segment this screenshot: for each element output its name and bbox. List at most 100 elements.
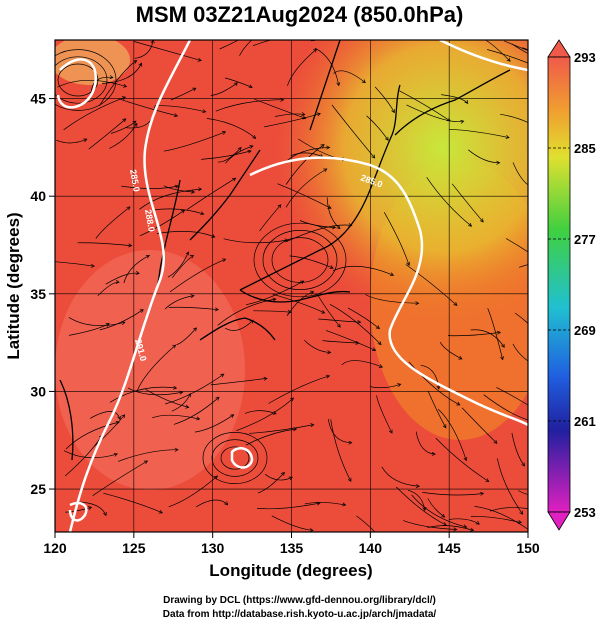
streamline [500, 113, 528, 123]
streamline [408, 361, 460, 406]
streamline [171, 393, 191, 412]
streamline [153, 208, 204, 215]
streamline [206, 118, 256, 139]
streamline-arrowhead [213, 475, 218, 480]
streamline-arrowhead [220, 373, 225, 378]
credit-drawing: Drawing by DCL (https://www.gfd-dennou.o… [163, 595, 436, 606]
streamline [504, 40, 528, 51]
streamline [134, 40, 154, 59]
x-axis-label: Longitude (degrees) [209, 561, 372, 580]
streamline [287, 48, 317, 86]
streamline-arrowhead [371, 347, 377, 351]
streamline [99, 309, 144, 331]
streamline-arrowhead [521, 462, 526, 467]
streamline-arrowhead [348, 440, 353, 445]
circulation-streamline [220, 446, 250, 470]
streamline-arrowhead [463, 457, 468, 462]
streamline-arrowhead [323, 168, 328, 173]
streamline-arrowhead [398, 563, 401, 567]
streamline [169, 258, 226, 293]
streamline-arrowhead [230, 414, 235, 418]
streamline-arrowhead [202, 109, 207, 114]
streamline-arrowhead [122, 118, 127, 123]
streamline [225, 145, 254, 164]
streamline [56, 138, 87, 144]
streamline [217, 298, 276, 326]
x-tick-label: 130 [201, 540, 225, 556]
streamline-arrowhead [192, 87, 197, 92]
streamline [219, 40, 240, 50]
circulation-streamline [253, 222, 347, 298]
streamline [186, 177, 236, 210]
streamline-arrowhead [529, 122, 533, 125]
streamline-arrowhead [460, 119, 465, 124]
streamline [109, 386, 177, 403]
streamline-arrowhead [441, 513, 446, 518]
streamline-arrowhead [500, 356, 504, 361]
x-tick-label: 120 [43, 540, 67, 556]
streamline-arrowhead [309, 528, 314, 532]
streamline [318, 318, 361, 323]
streamline [259, 204, 282, 232]
streamline-arrowhead [300, 280, 305, 285]
streamline [249, 424, 314, 434]
streamline-arrowhead [139, 309, 144, 313]
colorbar-top-arrow [547, 39, 571, 58]
streamline [168, 475, 218, 508]
streamline [369, 383, 401, 389]
streamline-arrowhead [233, 82, 238, 87]
streamline [506, 238, 528, 253]
colorbar-bottom-arrow [547, 511, 571, 531]
streamline [95, 206, 131, 239]
streamline [168, 306, 219, 311]
circulation-streamline [57, 63, 99, 97]
chart-title: MSM 03Z21Aug2024 (850.0hPa) [135, 2, 464, 27]
colorbar-tick-label: 269 [574, 323, 596, 338]
streamline-arrowhead [173, 113, 179, 118]
contour-label: 288.0 [143, 209, 157, 233]
streamline-arrowhead [332, 225, 337, 230]
streamline-arrowhead [174, 447, 179, 452]
streamline-arrowhead [310, 423, 315, 428]
streamline-arrowhead [453, 527, 458, 532]
y-tick-label: 30 [30, 383, 46, 399]
y-tick-label: 25 [30, 481, 46, 497]
streamline [399, 90, 451, 122]
streamline-arrowhead [143, 460, 149, 465]
streamline [496, 387, 528, 406]
streamline [77, 242, 132, 247]
streamline-arrowhead [316, 112, 321, 117]
x-axis-ticks: 120 125 130 135 140 145 150 [43, 532, 540, 556]
streamline-arrowhead [579, 260, 583, 263]
streamline [518, 490, 528, 496]
streamline-arrowhead [181, 209, 186, 214]
streamline-arrowhead [479, 218, 484, 223]
streamline [415, 431, 436, 455]
streamline [65, 421, 120, 450]
streamline-arrowhead [252, 134, 257, 139]
colorbar-scale [547, 56, 571, 513]
streamline [264, 473, 293, 481]
streamline-arrowhead [357, 320, 362, 325]
streamline [365, 294, 419, 304]
colorbar-tick-label: 285 [574, 141, 596, 156]
circulation-streamline [262, 230, 338, 290]
streamline-arrowhead [456, 401, 461, 406]
colorbar-tick-label: 277 [574, 232, 596, 247]
colorbar-tick-label: 261 [574, 414, 596, 429]
streamline-arrowhead [247, 149, 252, 154]
streamline-arrowhead [117, 415, 122, 421]
streamline-arrowhead [249, 145, 254, 149]
streamline-arrowhead [189, 255, 195, 259]
contour-label: 285.0 [128, 169, 142, 193]
streamline [215, 99, 284, 112]
streamline [487, 49, 528, 64]
streamline [420, 364, 440, 390]
y-tick-label: 45 [30, 91, 46, 107]
streamline [103, 492, 163, 514]
streamline [437, 408, 467, 461]
streamline [333, 70, 366, 83]
streamline-arrowhead [185, 251, 190, 256]
streamline-arrowhead [361, 79, 366, 84]
streamline [512, 343, 528, 362]
